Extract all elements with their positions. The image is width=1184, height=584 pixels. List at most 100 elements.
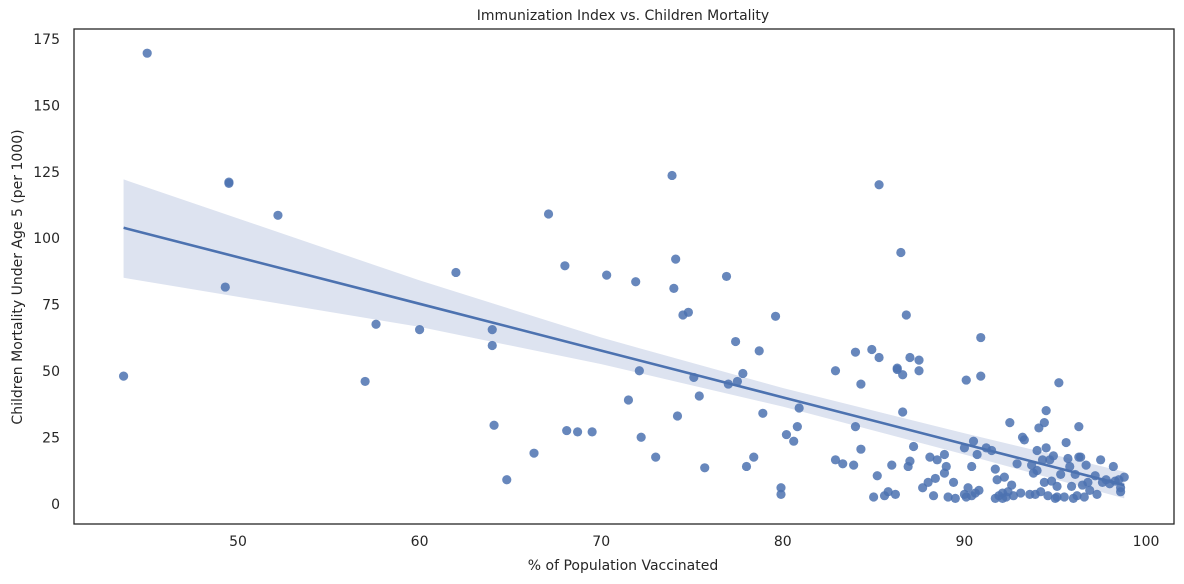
data-point xyxy=(968,436,979,446)
x-axis-label: % of Population Vaccinated xyxy=(528,558,719,574)
data-point xyxy=(898,370,908,380)
y-tick-label: 25 xyxy=(42,431,60,447)
data-point xyxy=(992,475,1002,485)
x-tick-label: 80 xyxy=(774,534,792,550)
data-point xyxy=(923,477,933,488)
data-point xyxy=(905,456,915,466)
data-point xyxy=(896,247,906,258)
data-point xyxy=(220,282,230,292)
data-point xyxy=(562,425,572,436)
data-point xyxy=(781,429,792,440)
data-point xyxy=(1052,492,1062,502)
data-point xyxy=(1063,453,1073,464)
data-point xyxy=(948,477,959,488)
data-point xyxy=(636,432,646,442)
data-point xyxy=(1032,465,1042,476)
regression-line xyxy=(123,226,1125,487)
data-point xyxy=(976,371,986,381)
data-point xyxy=(1052,481,1062,491)
data-point xyxy=(1007,480,1017,490)
data-point xyxy=(874,180,884,190)
data-point xyxy=(874,352,884,363)
data-point xyxy=(529,448,539,458)
data-point xyxy=(741,461,752,472)
data-point xyxy=(371,319,381,329)
data-point xyxy=(914,366,924,376)
x-tick-label: 70 xyxy=(592,534,610,550)
data-point xyxy=(1039,418,1049,428)
data-point xyxy=(1056,469,1066,480)
data-point xyxy=(890,489,901,499)
data-point xyxy=(856,379,866,389)
data-point xyxy=(850,347,861,357)
data-point xyxy=(872,471,882,481)
data-point xyxy=(1076,452,1086,462)
y-tick-label: 175 xyxy=(33,32,60,48)
x-tick-label: 50 xyxy=(229,534,247,550)
data-point xyxy=(1032,445,1042,456)
data-point xyxy=(1016,488,1026,498)
x-tick-label: 60 xyxy=(411,534,429,550)
data-point xyxy=(487,324,497,335)
data-point xyxy=(950,493,960,503)
data-point xyxy=(738,368,748,379)
data-point xyxy=(794,403,804,413)
y-tick-label: 50 xyxy=(42,364,60,380)
data-point xyxy=(1041,443,1051,453)
data-point xyxy=(887,460,897,470)
data-point xyxy=(974,485,984,495)
data-point xyxy=(999,472,1009,482)
data-point xyxy=(901,310,911,320)
data-point xyxy=(941,461,951,472)
data-point xyxy=(142,48,152,58)
data-point xyxy=(118,371,129,381)
data-point xyxy=(671,254,681,264)
data-point xyxy=(932,455,942,465)
data-point xyxy=(830,455,841,465)
data-point xyxy=(749,452,759,462)
data-point xyxy=(1012,459,1022,469)
data-point xyxy=(914,355,924,365)
data-point xyxy=(898,407,908,417)
data-point xyxy=(754,346,764,356)
data-point xyxy=(415,324,425,335)
data-point xyxy=(683,307,693,317)
data-point xyxy=(700,463,710,473)
data-point xyxy=(776,489,786,499)
data-point xyxy=(776,483,786,493)
data-point xyxy=(651,452,661,462)
data-point xyxy=(976,332,986,343)
data-point xyxy=(990,464,1000,474)
data-point xyxy=(905,352,915,363)
data-point xyxy=(1005,418,1015,428)
data-point xyxy=(587,427,597,437)
data-point xyxy=(360,376,370,387)
data-point xyxy=(908,441,919,452)
data-point xyxy=(1079,492,1089,502)
data-point xyxy=(770,311,781,321)
data-point xyxy=(830,366,841,376)
data-point xyxy=(961,375,971,385)
data-point xyxy=(1066,481,1077,491)
data-point xyxy=(1048,451,1059,461)
data-point xyxy=(543,209,554,219)
data-point xyxy=(930,473,940,484)
x-tick-label: 100 xyxy=(1133,534,1160,550)
data-point xyxy=(1085,485,1095,495)
data-point xyxy=(967,461,977,472)
data-point xyxy=(1096,455,1106,465)
data-point xyxy=(224,178,234,189)
data-point xyxy=(1059,492,1069,502)
data-point xyxy=(850,421,861,432)
data-point xyxy=(867,344,877,355)
data-point xyxy=(925,452,935,462)
y-tick-label: 100 xyxy=(33,231,60,247)
data-point xyxy=(1074,421,1084,432)
data-point xyxy=(849,460,859,470)
y-axis-label: Children Mortality Under Age 5 (per 1000… xyxy=(10,129,26,424)
data-point xyxy=(732,376,743,387)
data-point xyxy=(1072,491,1082,501)
data-point xyxy=(1108,461,1118,472)
data-point xyxy=(672,411,683,421)
plot-frame xyxy=(73,28,1175,525)
